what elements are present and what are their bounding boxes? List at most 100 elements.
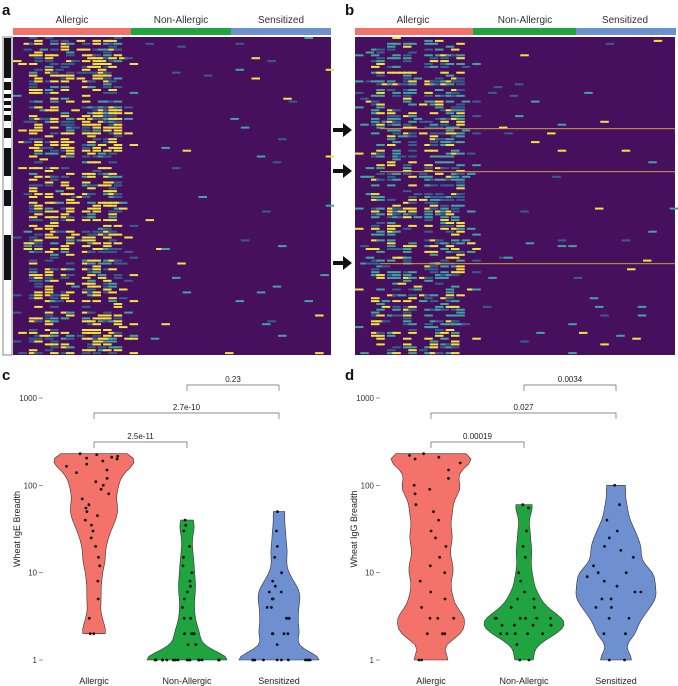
heatmap-cell <box>60 115 70 118</box>
heatmap-cell <box>435 103 444 106</box>
heatmap-cell <box>376 334 385 337</box>
heatmap-cell <box>92 204 101 207</box>
heatmap-cell <box>653 39 663 42</box>
heatmap-cell <box>403 135 412 138</box>
heatmap-cell <box>81 80 91 83</box>
heatmap-cell <box>34 245 43 248</box>
heatmap-cell <box>60 167 70 170</box>
data-point <box>523 590 526 594</box>
heatmap-cell <box>387 352 396 355</box>
heatmap-cell <box>60 42 70 45</box>
heatmap-cell <box>392 300 401 303</box>
heatmap-cell <box>87 161 96 164</box>
heatmap-cell <box>445 198 455 201</box>
data-point <box>101 483 105 487</box>
heatmap-cell <box>456 224 465 227</box>
heatmap-cell <box>87 331 96 334</box>
data-point <box>75 471 78 474</box>
data-point <box>425 632 429 636</box>
heatmap-cell <box>408 198 417 201</box>
heatmap-cell <box>44 60 54 63</box>
data-point <box>96 597 100 601</box>
heatmap-cell <box>113 207 123 210</box>
heatmap-cell <box>552 175 561 178</box>
heatmap-cell <box>92 323 101 326</box>
heatmap-cell <box>113 54 123 57</box>
data-point <box>623 658 626 662</box>
heatmap-cell <box>92 329 101 331</box>
heatmap-cell <box>44 135 54 138</box>
heatmap-cell <box>456 250 465 253</box>
heatmap-cell <box>445 175 455 178</box>
data-point <box>434 536 437 540</box>
heatmap-cell <box>424 213 433 216</box>
heatmap-b-groupbar-allergic <box>355 28 473 35</box>
heatmap-cell <box>429 245 439 248</box>
heatmap-cell <box>34 320 43 323</box>
heatmap-cell <box>403 276 412 279</box>
heatmap-cell <box>60 207 70 210</box>
heatmap-cell <box>87 172 96 175</box>
heatmap-cell <box>103 314 112 317</box>
heatmap-cell <box>435 94 444 97</box>
data-point <box>594 606 598 609</box>
heatmap-cell <box>103 291 112 294</box>
heatmap-cell <box>108 152 117 155</box>
heatmap-cell <box>408 184 417 187</box>
heatmap-cell <box>392 132 401 135</box>
heatmap-cell <box>429 42 439 45</box>
heatmap-cell <box>113 303 123 305</box>
data-point <box>443 597 447 601</box>
heatmap-cell <box>456 123 465 126</box>
heatmap-cell <box>445 155 455 158</box>
heatmap-cell <box>50 242 59 245</box>
data-point <box>447 477 450 480</box>
heatmap-cell <box>392 308 401 311</box>
heatmap-cell <box>403 323 412 326</box>
comparison-pvalue: 0.0034 <box>558 375 583 384</box>
heatmap-cell <box>600 314 609 317</box>
heatmap-cell <box>34 184 43 187</box>
data-point <box>87 616 91 620</box>
data-point <box>85 510 89 513</box>
heatmap-cell <box>387 57 396 60</box>
heatmap-cell <box>87 268 96 271</box>
heatmap-cell <box>467 152 476 155</box>
heatmap-cell <box>60 155 70 158</box>
heatmap-cell <box>467 210 476 213</box>
heatmap-cell <box>103 242 112 245</box>
heatmap-cell <box>113 320 123 323</box>
heatmap-cell <box>50 317 59 320</box>
heatmap-cell <box>81 282 91 285</box>
heatmap-cell <box>34 51 43 54</box>
heatmap-cell <box>424 120 433 123</box>
heatmap-cell <box>445 129 455 132</box>
data-point <box>275 529 278 533</box>
heatmap-cell <box>108 181 117 184</box>
heatmap-cell <box>34 123 43 126</box>
heatmap-cell <box>408 126 417 129</box>
heatmap-cell <box>456 268 465 271</box>
heatmap-cell <box>451 204 460 207</box>
heatmap-cell <box>451 207 460 210</box>
heatmap-cell <box>429 346 439 349</box>
data-point <box>189 616 193 620</box>
heatmap-cell <box>108 172 117 175</box>
heatmap-cell <box>456 323 465 326</box>
heatmap-cell <box>34 250 43 253</box>
heatmap-cell <box>456 109 465 112</box>
heatmap-cell <box>451 305 460 308</box>
heatmap-cell <box>451 343 460 346</box>
heatmap-cell <box>44 146 54 149</box>
data-point <box>194 643 198 646</box>
heatmap-cell <box>429 340 439 343</box>
data-point <box>422 452 425 456</box>
heatmap-cell <box>440 144 449 146</box>
heatmap-cell <box>355 326 364 329</box>
heatmap-cell <box>376 265 385 268</box>
heatmap-cell <box>66 42 75 45</box>
heatmap-cell <box>113 175 123 178</box>
data-point <box>505 632 509 636</box>
heatmap-cell <box>408 51 417 54</box>
heatmap-cell <box>50 175 59 178</box>
